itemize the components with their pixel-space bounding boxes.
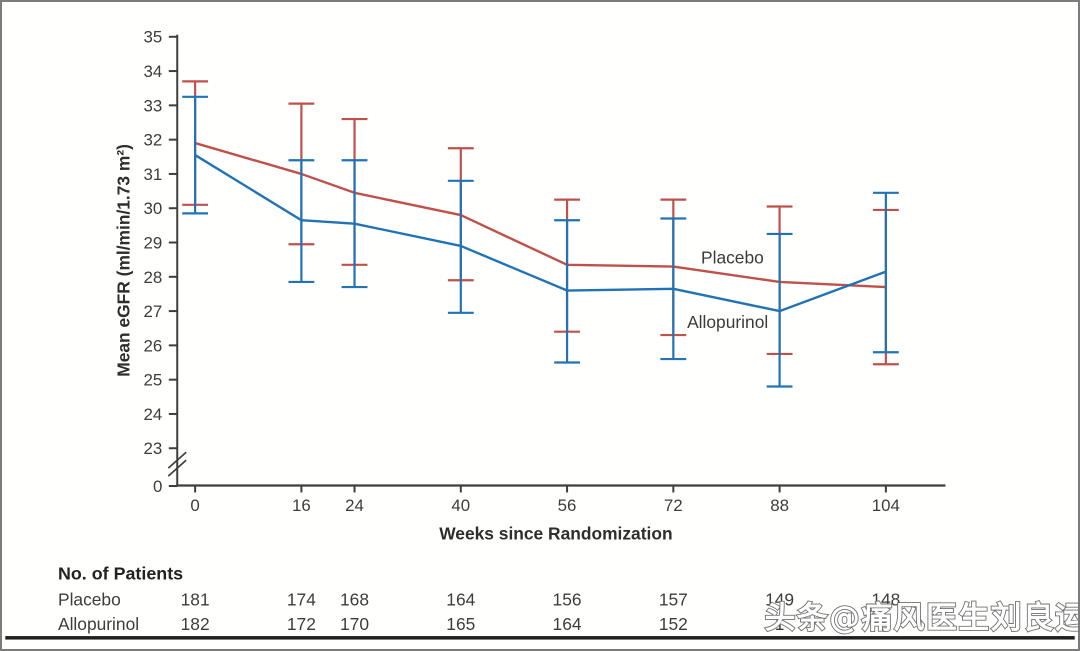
patients-table-values: 181 174 168 164 156 157 149 148 182 172 170 165 164 1…	[181, 589, 901, 634]
y-origin-label: 0	[153, 477, 162, 496]
y-tick-label: 32	[144, 131, 163, 150]
series-placebo	[182, 80, 899, 366]
axes: 35 34 33 32 31 30 29 28 27 26 25 24 23 0 0 16 24 40 56 72 88…	[144, 28, 946, 515]
axis-break-slash	[167, 459, 187, 477]
y-tick-label: 26	[144, 336, 163, 355]
y-tick-label: 35	[144, 28, 163, 47]
table-cell: 156	[553, 589, 582, 609]
y-tick-label: 23	[144, 439, 163, 458]
series-layer	[182, 80, 899, 388]
axis-break-slash	[167, 451, 187, 469]
patients-table-title: No. of Patients	[58, 563, 183, 583]
watermark: 头条@痛风医生刘良运	[765, 600, 1078, 636]
x-tick-label: 56	[558, 496, 577, 515]
table-cell: 181	[181, 589, 210, 609]
y-tick-label: 34	[144, 62, 163, 81]
table-cell: 149	[765, 589, 794, 609]
bottom-rule	[5, 636, 1075, 640]
x-tick-label: 24	[345, 496, 364, 515]
table-cell: 152	[659, 614, 688, 634]
x-tick-label: 0	[190, 496, 199, 515]
x-tick-label: 16	[292, 496, 311, 515]
x-tick-label: 104	[872, 496, 900, 515]
x-tick-label: 72	[664, 496, 683, 515]
series-line	[194, 154, 887, 313]
table-cell: 165	[446, 614, 475, 634]
x-tick-label: 88	[770, 496, 789, 515]
y-tick-label: 27	[144, 302, 163, 321]
y-tick-label: 24	[144, 405, 163, 424]
table-cell: 174	[287, 589, 316, 609]
table-cell: 157	[659, 589, 688, 609]
x-tick-label: 40	[451, 496, 470, 515]
table-cell: 164	[446, 589, 475, 609]
table-cell: 170	[340, 614, 369, 634]
y-tick-label: 25	[144, 371, 163, 390]
y-tick-label: 29	[144, 233, 163, 252]
y-tick-label: 33	[144, 96, 163, 115]
series-allopurinol	[182, 95, 899, 388]
series-line	[194, 141, 886, 289]
placebo-series-label: Placebo	[701, 247, 764, 267]
table-cell: 148	[871, 589, 900, 609]
patients-row-label-allopurinol: Allopurinol	[58, 614, 139, 634]
x-axis-title: Weeks since Randomization	[439, 524, 672, 544]
table-cell: 172	[287, 614, 316, 634]
table-cell: 1	[775, 614, 785, 634]
y-axis-title: Mean eGFR (ml/min/1.73 m²)	[114, 144, 134, 377]
table-cell: 164	[553, 614, 582, 634]
y-tick-label: 30	[144, 199, 163, 218]
patients-row-label-placebo: Placebo	[58, 589, 121, 609]
y-tick-label: 28	[144, 268, 163, 287]
table-cell: 182	[181, 614, 210, 634]
table-cell: 168	[340, 589, 369, 609]
allopurinol-series-label: Allopurinol	[687, 312, 768, 332]
patients-table: No. of Patients Placebo Allopurinol 181 1…	[58, 563, 900, 634]
y-tick-label: 31	[144, 165, 163, 184]
